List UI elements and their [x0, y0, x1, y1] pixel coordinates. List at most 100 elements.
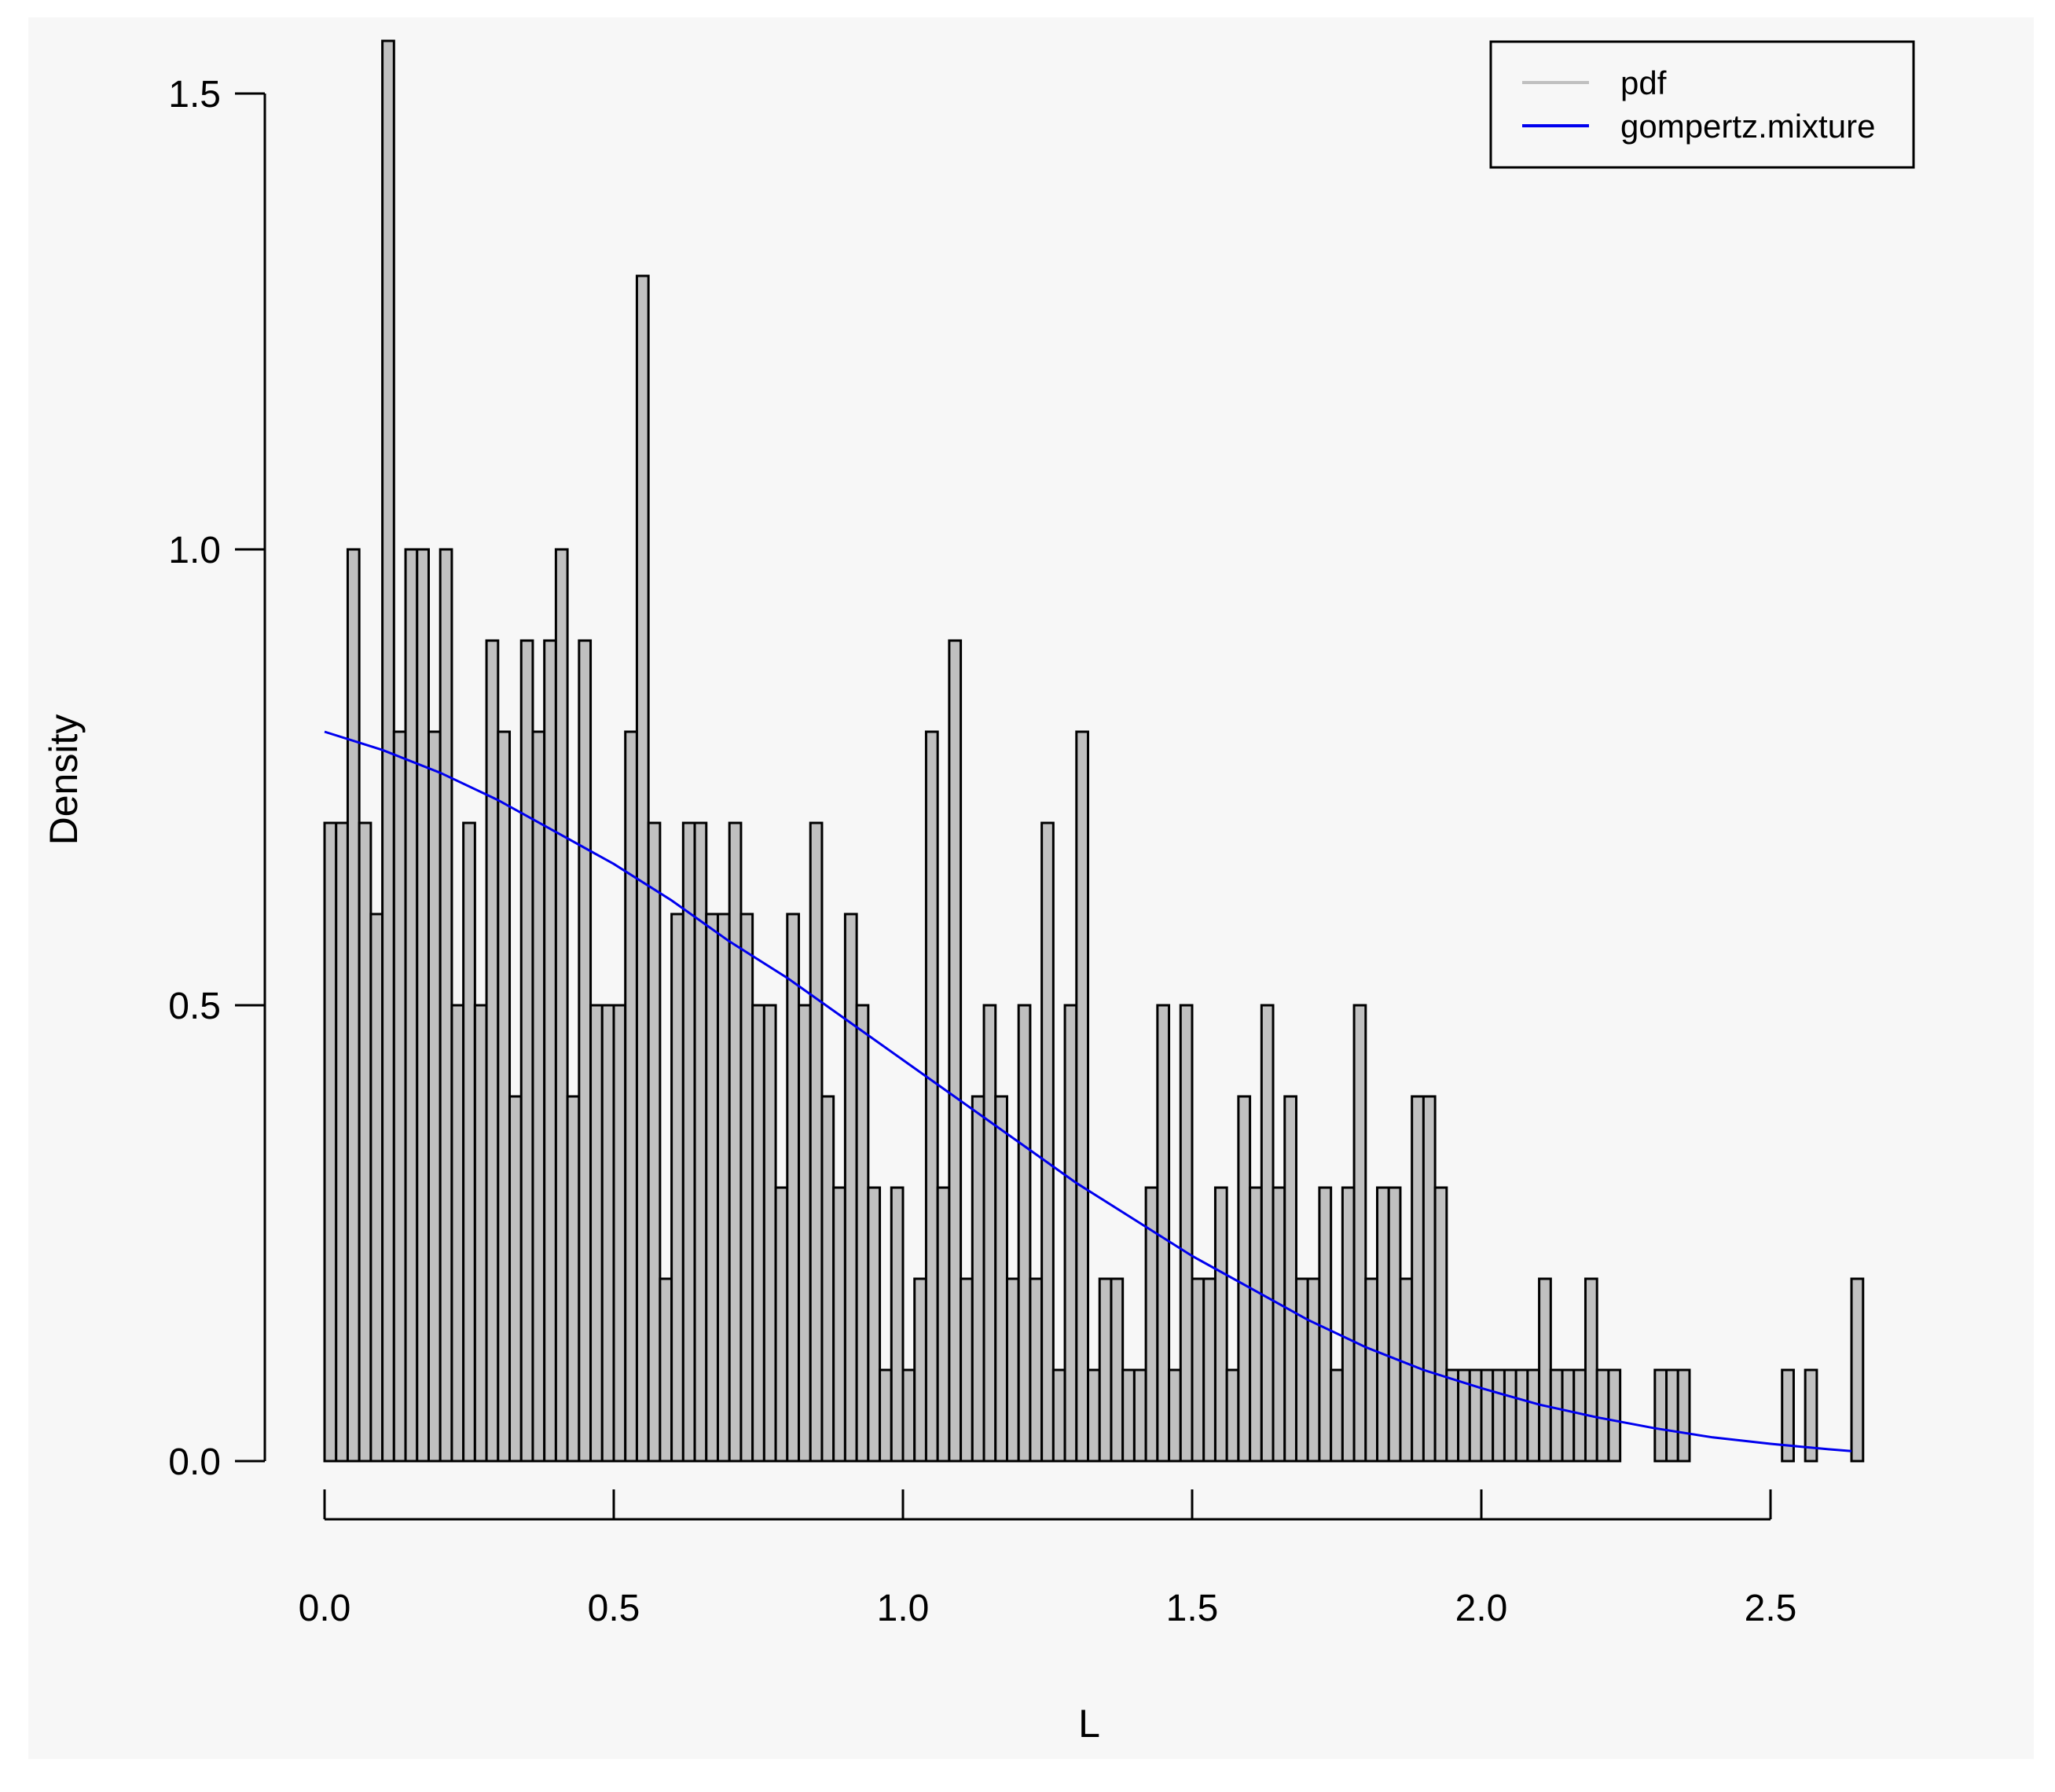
- histogram-bar: [1225, 1368, 1240, 1463]
- histogram-bar: [1492, 1368, 1506, 1463]
- histogram-bar: [843, 913, 858, 1463]
- histogram-bar: [1514, 1368, 1529, 1463]
- histogram-bar: [820, 1095, 835, 1463]
- histogram-bar: [901, 1368, 916, 1463]
- x-axis: 0.0 0.5 1.0 1.5 2.0 2.5: [299, 1489, 1796, 1629]
- histogram-bar: [1583, 1277, 1598, 1463]
- histogram-bar: [1480, 1368, 1495, 1463]
- histogram-bar: [1665, 1368, 1679, 1463]
- histogram-bar: [531, 730, 546, 1463]
- histogram-bar: [1051, 1368, 1066, 1463]
- histogram-bar: [358, 821, 372, 1463]
- histogram-bar: [543, 639, 557, 1463]
- histogram-bar: [566, 1095, 581, 1463]
- x-tick-label: 0.0: [299, 1588, 351, 1629]
- histogram-bar: [960, 1277, 974, 1463]
- histogram-bar: [1179, 1004, 1194, 1463]
- histogram-bar: [404, 548, 419, 1463]
- histogram-bar: [1098, 1277, 1113, 1463]
- histogram-bar: [855, 1004, 870, 1463]
- histogram-bar: [1411, 1095, 1425, 1463]
- histogram-bar: [485, 639, 500, 1463]
- histogram-bar: [924, 730, 939, 1463]
- histogram-bar: [1595, 1368, 1610, 1463]
- x-tick-label: 1.5: [1166, 1588, 1219, 1629]
- histogram-bar: [1306, 1277, 1321, 1463]
- histogram-bar: [1422, 1095, 1437, 1463]
- histogram-bar: [798, 1004, 812, 1463]
- histogram-bar: [554, 548, 569, 1463]
- histogram-bar: [612, 1004, 627, 1463]
- histogram-bar: [1249, 1186, 1263, 1463]
- y-axis: 0.0 0.5 1.0 1.5: [168, 74, 266, 1483]
- histogram-bar: [1191, 1277, 1205, 1463]
- y-axis-title: Density: [42, 714, 86, 846]
- histogram-bar: [346, 548, 361, 1463]
- histogram-bar: [508, 1095, 523, 1463]
- histogram-bar: [450, 1004, 465, 1463]
- histogram-bar: [890, 1186, 905, 1463]
- histogram-bar: [1653, 1368, 1668, 1463]
- histogram-bar: [1330, 1368, 1344, 1463]
- histogram-bar: [497, 730, 512, 1463]
- histogram-bar: [1029, 1277, 1044, 1463]
- histogram-bar: [1387, 1186, 1402, 1463]
- histogram-bar: [1237, 1095, 1252, 1463]
- histogram-bar: [1294, 1277, 1309, 1463]
- histogram-bar: [1110, 1277, 1125, 1463]
- histogram-bar: [1526, 1368, 1541, 1463]
- histogram-bar: [1075, 730, 1090, 1463]
- histogram-bar: [589, 1004, 604, 1463]
- legend: pdf gompertz.mixture: [1489, 40, 1915, 169]
- histogram-bar: [1040, 821, 1055, 1463]
- histogram-bar: [879, 1368, 893, 1463]
- x-tick-label: 0.5: [588, 1588, 640, 1629]
- y-tick-label: 1.0: [168, 530, 221, 571]
- histogram-bar: [1804, 1368, 1818, 1463]
- histogram-bar: [427, 730, 442, 1463]
- histogram-bars: [323, 39, 1865, 1463]
- y-tick-label: 0.0: [168, 1441, 221, 1483]
- histogram-bar: [416, 548, 430, 1463]
- histogram-bar: [809, 821, 824, 1463]
- x-tick-label: 1.0: [877, 1588, 930, 1629]
- histogram-bar: [936, 1186, 951, 1463]
- histogram-bar: [1168, 1368, 1182, 1463]
- histogram-bar: [705, 913, 719, 1463]
- histogram-bar: [600, 1004, 615, 1463]
- histogram-bar: [659, 1277, 673, 1463]
- histogram-bar: [323, 821, 338, 1463]
- legend-label-pdf: pdf: [1620, 64, 1667, 101]
- histogram-bar: [751, 1004, 765, 1463]
- legend-label-gompertz: gompertz.mixture: [1620, 108, 1875, 145]
- histogram-bar: [762, 1004, 777, 1463]
- histogram-bar: [1781, 1368, 1795, 1463]
- histogram-bar: [728, 821, 743, 1463]
- histogram-bar: [1341, 1186, 1356, 1463]
- histogram-bar: [1260, 1004, 1275, 1463]
- x-axis-title: L: [1078, 1702, 1100, 1746]
- histogram-bar: [681, 821, 696, 1463]
- y-tick-label: 1.5: [168, 74, 221, 116]
- histogram-bar: [786, 913, 801, 1463]
- histogram-bar: [335, 821, 349, 1463]
- histogram-bar: [1063, 1004, 1078, 1463]
- histogram-bar: [635, 274, 650, 1463]
- histogram-bar: [369, 913, 384, 1463]
- histogram-bar: [867, 1186, 882, 1463]
- histogram-bar: [1364, 1277, 1379, 1463]
- legend-box: [1489, 40, 1915, 169]
- x-tick-label: 2.0: [1455, 1588, 1508, 1629]
- histogram-bar: [670, 913, 684, 1463]
- histogram-bar: [1561, 1368, 1576, 1463]
- histogram-bar: [982, 1004, 997, 1463]
- histogram-bar: [647, 821, 662, 1463]
- histogram-bar: [1132, 1368, 1147, 1463]
- histogram-bar: [1272, 1186, 1286, 1463]
- histogram-bar: [519, 639, 534, 1463]
- histogram-bar: [1202, 1277, 1216, 1463]
- histogram-bar: [971, 1095, 985, 1463]
- histogram-bar: [1538, 1277, 1552, 1463]
- histogram-bar: [1005, 1277, 1020, 1463]
